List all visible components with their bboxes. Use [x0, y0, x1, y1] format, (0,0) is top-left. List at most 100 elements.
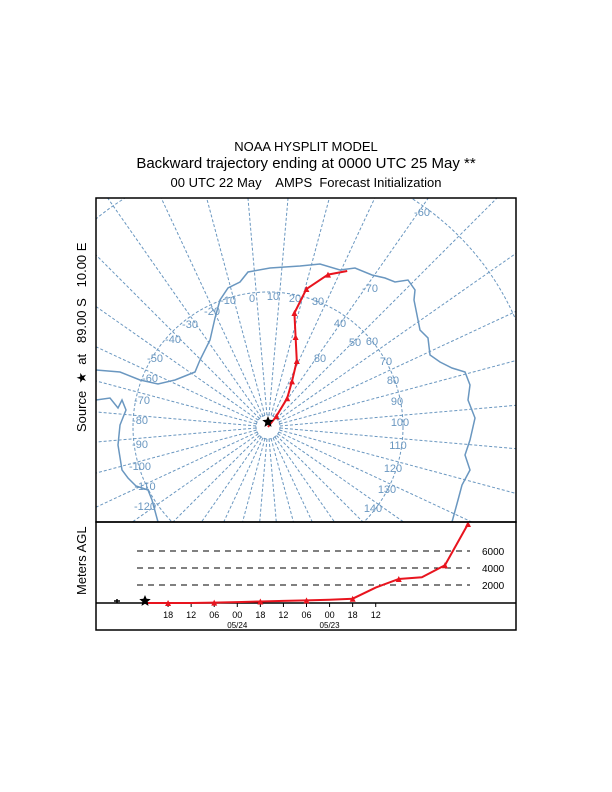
longitude-label: -60	[142, 373, 158, 385]
source-star-icon	[139, 595, 151, 606]
meridian-line	[278, 431, 473, 522]
meridian-line	[279, 429, 516, 494]
meridian-line	[206, 198, 266, 416]
meridian-line	[270, 198, 330, 416]
meridian-line	[172, 435, 260, 522]
meridian-line	[279, 360, 516, 425]
altitude-series-line	[145, 523, 469, 604]
meridian-line	[107, 198, 262, 418]
trajectory-marker	[273, 413, 280, 420]
longitude-label: 120	[384, 463, 402, 475]
altitude-label: 4000	[482, 564, 505, 575]
time-tick-label: 18	[255, 610, 265, 620]
altitude-label: 2000	[482, 581, 505, 592]
longitude-label: -20	[204, 306, 220, 318]
latitude-label: -70	[362, 283, 378, 295]
altitude-point	[349, 595, 356, 602]
meridian-line	[276, 435, 364, 522]
longitude-label: -30	[182, 319, 198, 331]
date-label: 05/23	[320, 621, 341, 630]
longitude-label: 100	[391, 417, 409, 429]
longitude-label: 40	[334, 318, 346, 330]
meridian-line	[160, 198, 264, 417]
time-tick-label: 00	[232, 610, 242, 620]
altitude-panel: 2000 4000 6000 18 12 06 00 18 12 06 00 18 12 05/24 05/…	[96, 521, 516, 630]
time-tick-label: 18	[348, 610, 358, 620]
meridian-line	[277, 252, 516, 421]
chart-title: Backward trajectory ending at 0000 UTC 2…	[136, 155, 476, 172]
longitude-label: -10	[220, 295, 236, 307]
longitude-label: 50	[349, 337, 361, 349]
time-tick-label: 12	[186, 610, 196, 620]
trajectory-line	[267, 270, 348, 428]
meridian-line	[96, 427, 257, 443]
meridian-line	[279, 427, 516, 450]
meridian-line	[279, 404, 516, 427]
longitude-label: 0	[249, 293, 255, 305]
trajectory-marker	[292, 334, 299, 340]
longitude-label: 140	[364, 503, 382, 515]
time-tick-label: 18	[163, 610, 173, 620]
time-tick-label: 06	[209, 610, 219, 620]
altitude-point	[211, 599, 218, 606]
longitude-label: 10	[267, 291, 279, 303]
meridian-line	[278, 310, 516, 423]
meridian-line	[268, 198, 289, 416]
meridian-line	[272, 198, 376, 417]
meridian-line	[247, 198, 268, 416]
altitude-frame	[95, 521, 517, 631]
longitude-label: -100	[129, 461, 151, 473]
meridian-line	[274, 436, 336, 522]
longitude-label: 70	[380, 356, 392, 368]
longitude-label: 90	[391, 396, 403, 408]
meridian-line	[96, 305, 259, 421]
longitude-label: 30	[312, 296, 324, 308]
altitude-point	[257, 598, 264, 605]
coastline	[96, 263, 476, 522]
altitude-point	[441, 562, 448, 569]
longitude-label: -40	[165, 334, 181, 346]
longitude-label: -50	[147, 353, 163, 365]
longitude-label: 110	[389, 440, 407, 452]
trajectory-marker	[325, 271, 331, 278]
meridian-line	[268, 438, 277, 522]
longitude-label: 20	[289, 293, 301, 305]
meridian-line	[274, 198, 429, 418]
altitude-label: 6000	[482, 547, 505, 558]
longitude-label: -110	[134, 481, 155, 493]
latitude-circle	[255, 414, 281, 440]
source-star-icon	[262, 416, 274, 427]
meridian-line	[200, 436, 262, 522]
longitude-label: 130	[378, 484, 396, 496]
time-tick-label: 06	[301, 610, 311, 620]
meridian-line	[96, 254, 260, 419]
meridian-line	[96, 346, 258, 423]
meridian-line	[276, 198, 498, 419]
meridian-line	[96, 380, 257, 425]
longitude-label: -80	[132, 415, 148, 427]
origin-tick-icon	[114, 599, 120, 603]
meridian-line	[96, 411, 257, 427]
altitude-point	[165, 600, 172, 606]
meridian-line	[277, 433, 405, 522]
latitude-label: 80	[314, 353, 326, 365]
longitude-label: -70	[134, 395, 150, 407]
latitude-circle	[132, 291, 404, 522]
altitude-point	[303, 597, 310, 604]
model-name: NOAA HYSPLIT MODEL	[234, 139, 378, 154]
trajectory-marker	[289, 378, 295, 385]
date-label: 05/24	[227, 621, 248, 630]
longitude-label: -90	[132, 439, 148, 451]
time-tick-label: 00	[325, 610, 335, 620]
trajectory-marker	[293, 358, 300, 364]
meridian-line	[96, 429, 257, 474]
altitude-point	[395, 575, 402, 582]
trajectory-marker	[303, 286, 310, 292]
latitude-circle	[0, 22, 612, 792]
latitude-label: -60	[414, 207, 430, 219]
time-tick-label: 12	[278, 610, 288, 620]
chart-subtitle: 00 UTC 22 May AMPS Forecast Initializati…	[170, 175, 442, 190]
longitude-label: 80	[387, 375, 399, 387]
